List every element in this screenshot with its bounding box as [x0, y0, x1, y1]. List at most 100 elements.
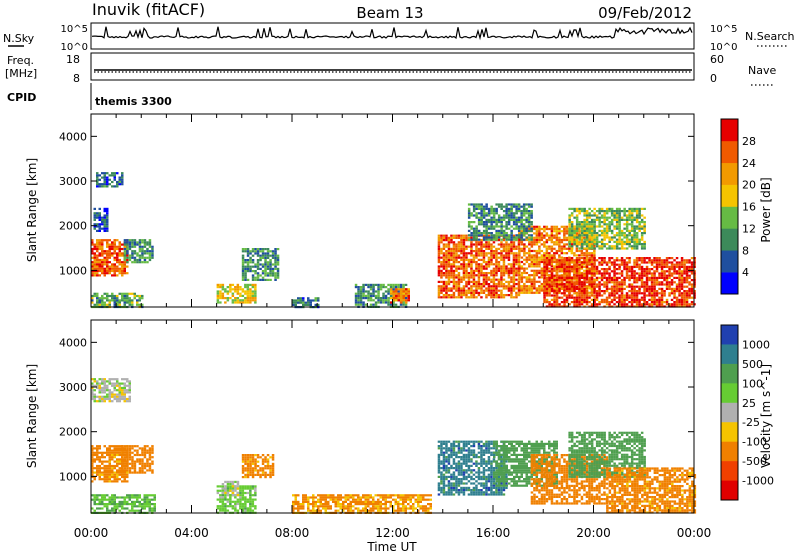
power-cell: [580, 292, 584, 295]
power-ytick-label: 4000: [59, 130, 87, 143]
power-cell: [633, 279, 636, 282]
power-cell: [568, 249, 571, 253]
power-cell: [578, 258, 581, 261]
power-cell: [540, 238, 544, 242]
velocity-cell: [123, 378, 126, 381]
power-cell: [650, 263, 654, 266]
power-cell: [98, 265, 101, 268]
power-cell: [548, 227, 551, 231]
power-cell: [407, 288, 410, 291]
power-cell: [668, 294, 671, 297]
power-cell: [500, 203, 503, 206]
power-cell: [121, 176, 124, 179]
power-cell: [553, 265, 556, 268]
velocity-cell: [113, 473, 116, 476]
power-colorbar-frame: [720, 118, 739, 295]
power-cell: [133, 294, 136, 298]
power-cell: [550, 270, 554, 273]
power-cell: [620, 218, 624, 221]
power-cell: [598, 290, 601, 293]
power-cell: [525, 289, 529, 292]
power-cell: [357, 290, 360, 293]
velocity-cell: [98, 467, 101, 470]
power-cell: [590, 234, 594, 237]
power-cell: [593, 272, 596, 275]
power-cell: [578, 207, 581, 210]
power-cell: [600, 221, 604, 224]
power-cell: [600, 263, 604, 266]
power-cell: [512, 269, 516, 272]
power-cell: [595, 272, 599, 275]
power-cell: [680, 279, 684, 282]
power-cell: [264, 256, 267, 259]
power-cell: [558, 268, 561, 271]
power-cell: [384, 286, 388, 289]
power-cell: [497, 296, 501, 299]
velocity-cell: [121, 505, 124, 508]
power-cell: [573, 260, 576, 264]
power-cell: [565, 261, 569, 264]
power-cell: [575, 216, 579, 219]
power-cell: [555, 263, 559, 266]
power-cell: [550, 232, 554, 235]
power-cell: [665, 281, 669, 284]
power-cell: [239, 301, 242, 304]
power-cell: [487, 227, 491, 230]
power-cell: [593, 236, 596, 239]
power-cell: [492, 252, 496, 255]
velocity-cell: [106, 393, 109, 396]
power-cell: [515, 261, 518, 264]
power-cell: [477, 212, 481, 215]
power-cell: [653, 298, 656, 301]
power-cell: [472, 210, 476, 213]
power-cell: [583, 296, 586, 299]
power-cell: [389, 286, 393, 289]
power-cell: [254, 272, 257, 275]
power-cell: [440, 272, 443, 275]
power-cell: [615, 218, 619, 221]
power-cell: [688, 283, 691, 286]
power-cell: [98, 247, 101, 251]
power-cell: [101, 247, 104, 251]
power-cell: [492, 287, 496, 290]
power-cell: [598, 287, 601, 290]
power-cell: [103, 223, 106, 226]
power-cell: [560, 230, 564, 233]
power-cell: [251, 270, 255, 273]
power-cell: [98, 263, 101, 266]
power-cell: [690, 270, 694, 273]
power-cell: [502, 232, 506, 235]
velocity-cell: [91, 386, 94, 390]
power-cell: [678, 265, 681, 268]
power-cell: [470, 276, 473, 279]
power-cell: [116, 261, 119, 264]
power-cell: [573, 240, 576, 243]
power-cell: [96, 272, 99, 275]
velocity-cell: [123, 464, 127, 468]
power-cell: [603, 268, 606, 271]
power-cell: [136, 299, 139, 302]
power-cell: [445, 274, 448, 277]
power-cell: [678, 268, 681, 271]
power-cell: [680, 303, 684, 306]
power-cell: [151, 252, 154, 255]
power-cell: [507, 252, 511, 255]
power-cell: [497, 239, 501, 242]
power-cell: [610, 214, 614, 217]
power-cell: [633, 229, 636, 232]
power-cell: [500, 296, 503, 299]
power-cell: [482, 212, 486, 215]
velocity-cell: [131, 496, 134, 499]
power-cell: [440, 263, 443, 266]
power-cell: [643, 232, 646, 235]
power-cell: [500, 232, 503, 235]
power-cell: [555, 230, 559, 233]
power-cell: [643, 268, 646, 271]
power-cell: [553, 269, 556, 272]
power-cell: [512, 238, 516, 241]
power-cell: [593, 282, 596, 286]
power-cell: [123, 258, 127, 262]
power-cell: [465, 283, 468, 286]
power-cell: [495, 203, 498, 206]
power-cell: [395, 297, 398, 300]
